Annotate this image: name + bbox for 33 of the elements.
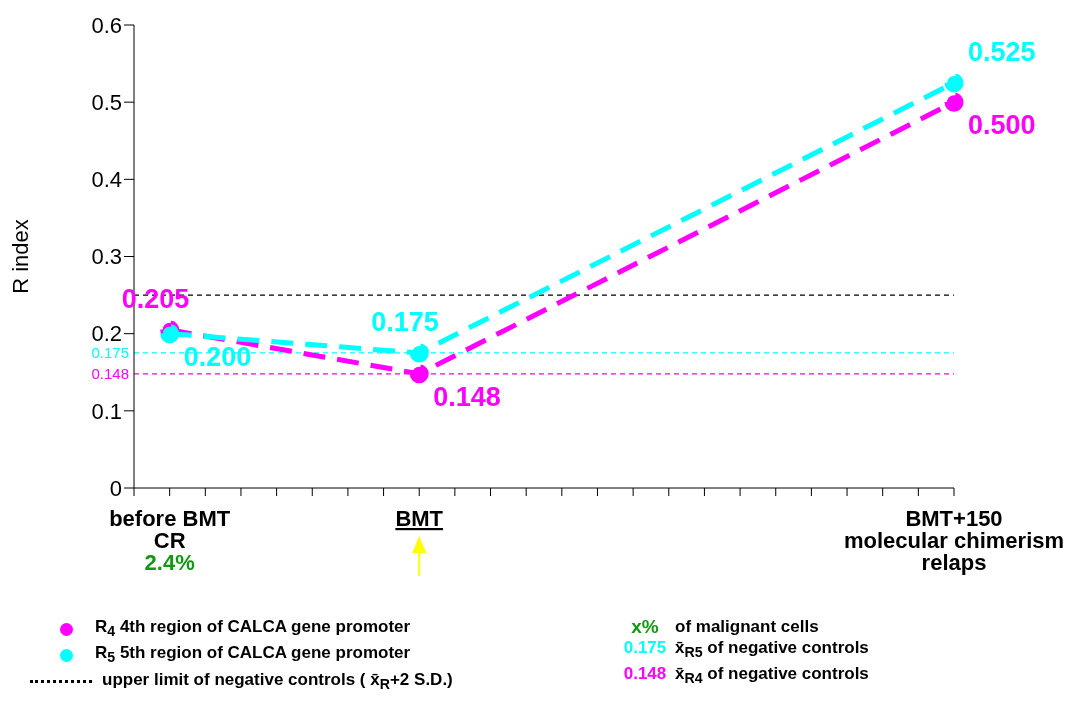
legend-label: R$_{5}$ 5th region of CALCA gene promoter: [95, 642, 411, 668]
point: [409, 343, 429, 363]
y-tick-label: 0.5: [91, 89, 122, 115]
text: of malignant cells: [675, 616, 819, 637]
y-tick-label: 0.4: [91, 167, 122, 193]
data-label: 0.205: [121, 283, 190, 314]
x-tick-label: BMT: [395, 506, 444, 531]
x-tick-label: before BMT CR: [109, 506, 231, 553]
y-tick-label: 0.2: [91, 321, 122, 347]
ref-line-label: 0.148: [91, 365, 129, 383]
y-axis-title: R index: [7, 219, 33, 294]
text: x%: [630, 616, 660, 637]
legend-label: R$_{4}$ 4th region of CALCA gene promoter: [95, 616, 411, 642]
x-tick-label: BMT+150 molecular chimerism relaps: [843, 506, 1065, 575]
y-tick-label: 0.1: [91, 398, 122, 424]
point: [944, 73, 964, 93]
y-tick-label: 0.6: [91, 12, 122, 38]
text: upper limit of negative controls ( x̄$_{R}$+2 S.D.): [102, 668, 453, 695]
text: 2.4%: [144, 550, 195, 575]
text: 0.148: [623, 664, 667, 684]
text: x̄$_{R4}$ of negative controls: [675, 663, 869, 689]
data-label: 0.148: [433, 381, 501, 412]
y-tick-label: 0.3: [91, 244, 122, 270]
text: 0.175: [623, 638, 667, 657]
data-label: 0.200: [183, 341, 252, 372]
data-label: 0.175: [371, 306, 439, 337]
data-label: 0.525: [968, 36, 1036, 67]
data-label: 0.500: [968, 110, 1036, 141]
y-tick-label: 0: [109, 475, 122, 501]
point: [944, 92, 964, 112]
point: [409, 364, 429, 384]
text: x̄$_{R5}$ of negative controls: [675, 637, 869, 663]
ref-line-label: 0.175: [91, 344, 129, 362]
